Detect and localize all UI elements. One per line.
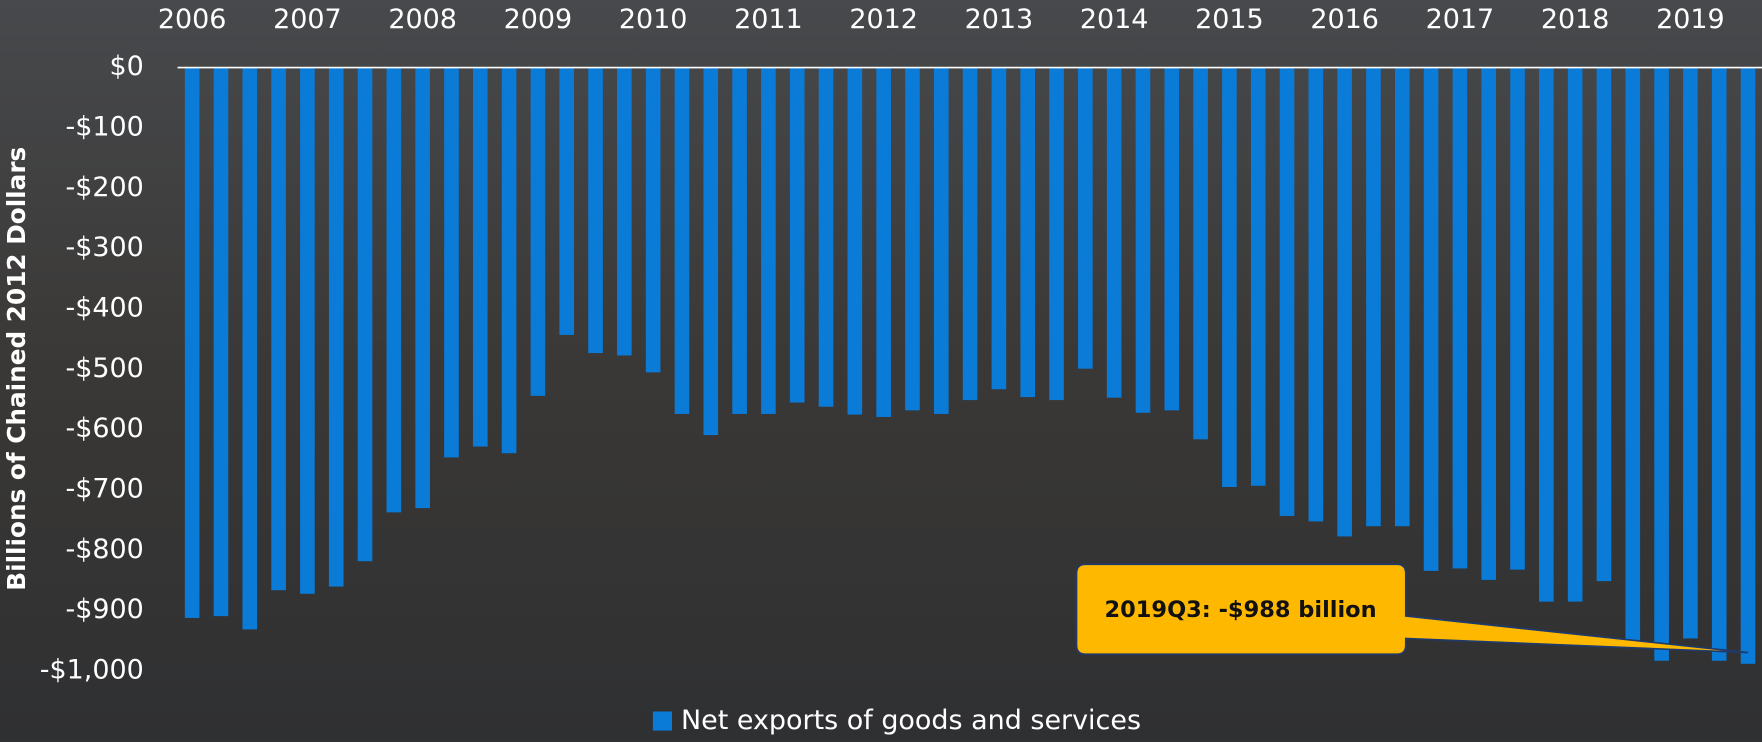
bar: [1596, 67, 1612, 582]
bar: [1106, 67, 1122, 398]
bar: [1711, 67, 1727, 661]
bar: [1740, 67, 1756, 664]
bar: [1625, 67, 1641, 641]
bar: [1222, 67, 1237, 487]
bar: [847, 67, 863, 415]
bar: [1394, 67, 1410, 527]
bar: [818, 67, 834, 407]
y-tick-label: -$700: [66, 474, 144, 505]
bar: [1078, 67, 1093, 369]
bar: [1654, 67, 1669, 661]
y-tick-label: -$500: [66, 353, 144, 384]
bar: [1164, 67, 1180, 411]
bar: [645, 67, 661, 373]
bar: [933, 67, 949, 414]
bar: [1366, 67, 1381, 527]
bar: [1279, 67, 1295, 516]
bar: [444, 67, 459, 458]
legend-swatch: [652, 711, 672, 731]
bar: [1250, 67, 1266, 486]
bar: [617, 67, 632, 356]
bar: [213, 67, 229, 617]
y-tick-label: -$200: [66, 172, 144, 203]
x-tick-label: 2010: [619, 4, 688, 35]
x-tick-label: 2019: [1656, 4, 1725, 35]
bar: [905, 67, 920, 411]
y-tick-label: -$400: [66, 292, 144, 323]
bar: [1049, 67, 1064, 401]
bar: [472, 67, 488, 447]
y-tick-label: -$1,000: [40, 655, 144, 686]
x-tick-label: 2018: [1541, 4, 1610, 35]
bar: [386, 67, 402, 513]
x-tick-label: 2015: [1195, 4, 1264, 35]
y-tick-label: -$300: [66, 232, 144, 263]
legend-label: Net exports of goods and services: [681, 705, 1141, 736]
bar: [300, 67, 315, 594]
bar: [530, 67, 546, 396]
bar: [703, 67, 719, 436]
annotation: 2019Q3: -$988 billion: [1105, 597, 1377, 623]
bar: [1308, 67, 1324, 522]
y-tick-label: -$900: [66, 594, 144, 625]
x-tick-label: 2017: [1426, 4, 1495, 35]
callout-box: [1075, 563, 1749, 656]
bar: [1193, 67, 1208, 440]
x-tick-label: 2006: [158, 4, 227, 35]
bar: [588, 67, 603, 354]
bar: [1452, 67, 1468, 569]
bar: [962, 67, 978, 401]
x-tick-label: 2008: [388, 4, 457, 35]
bar: [271, 67, 286, 591]
x-tick-label: 2016: [1310, 4, 1379, 35]
bar: [1135, 67, 1151, 413]
bar: [1510, 67, 1525, 570]
bar: [876, 67, 891, 417]
bar: [789, 67, 805, 403]
bar: [184, 67, 200, 618]
y-tick-label: -$100: [66, 111, 144, 142]
bar: [1539, 67, 1554, 602]
x-tick-label: 2013: [965, 4, 1034, 35]
x-tick-label: 2009: [504, 4, 573, 35]
bar: [1020, 67, 1036, 398]
bar: [415, 67, 430, 509]
bar: [991, 67, 1007, 390]
x-tick-label: 2007: [273, 4, 342, 35]
bar: [1567, 67, 1583, 602]
bar: [1337, 67, 1352, 537]
x-tick-label: 2012: [849, 4, 918, 35]
y-tick-label: -$800: [66, 534, 144, 565]
bar: [1423, 67, 1439, 571]
bar: [1481, 67, 1497, 580]
y-axis-title: Billions of Chained 2012 Dollars: [2, 147, 31, 591]
x-tick-label: 2014: [1080, 4, 1149, 35]
x-tick-label: 2011: [734, 4, 803, 35]
bar: [761, 67, 776, 414]
bar: [242, 67, 258, 630]
bar: [501, 67, 517, 454]
bar: [732, 67, 747, 414]
bar: [1683, 67, 1698, 639]
y-tick-label: $0: [110, 51, 144, 82]
bar: [559, 67, 575, 335]
y-tick-label: -$600: [66, 413, 144, 444]
bar: [328, 67, 344, 587]
bar: [357, 67, 373, 562]
bar: [674, 67, 690, 414]
